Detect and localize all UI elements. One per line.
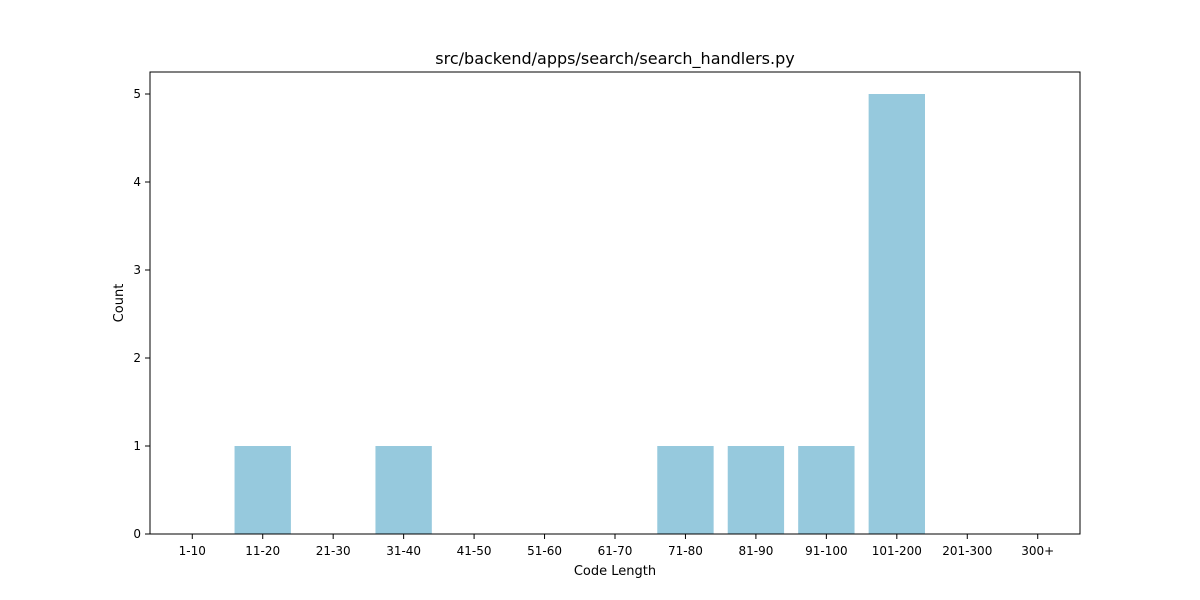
bar-31-40 [375, 446, 432, 534]
x-axis-ticks: 1-10 11-20 21-30 31-40 41-50 51-60 61-70 71-80 8… [179, 534, 1054, 558]
x-tick-label: 61-70 [598, 544, 633, 558]
x-axis-label: Code Length [574, 564, 656, 579]
x-tick-label: 201-300 [942, 544, 992, 558]
x-tick-label: 300+ [1021, 544, 1054, 558]
bar-71-80 [657, 446, 714, 534]
y-tick-label: 0 [133, 527, 141, 541]
y-tick-label: 2 [133, 351, 141, 365]
y-tick-label: 1 [133, 439, 141, 453]
plot-area-frame [149, 71, 1081, 535]
bar-81-90 [727, 446, 785, 534]
bar-101-200 [868, 94, 925, 534]
x-tick-label: 101-200 [872, 544, 922, 558]
y-tick-label: 5 [133, 87, 141, 101]
x-tick-label: 11-20 [245, 544, 280, 558]
y-tick-label: 3 [133, 263, 141, 277]
y-tick-label: 4 [133, 175, 141, 189]
bar-91-100 [798, 446, 855, 534]
x-tick-label: 1-10 [179, 544, 206, 558]
x-tick-label: 31-40 [386, 544, 421, 558]
bar-11-20 [234, 446, 291, 534]
x-tick-label: 71-80 [668, 544, 703, 558]
x-tick-label: 41-50 [457, 544, 492, 558]
x-tick-label: 91-100 [805, 544, 848, 558]
bars [234, 94, 925, 534]
x-tick-label: 81-90 [738, 544, 773, 558]
chart-title: src/backend/apps/search/search_handlers.… [435, 49, 794, 69]
y-axis-ticks: 0 1 2 3 4 5 [133, 87, 150, 541]
x-tick-label: 21-30 [316, 544, 351, 558]
y-axis-label: Count [112, 284, 127, 323]
x-tick-label: 51-60 [527, 544, 562, 558]
